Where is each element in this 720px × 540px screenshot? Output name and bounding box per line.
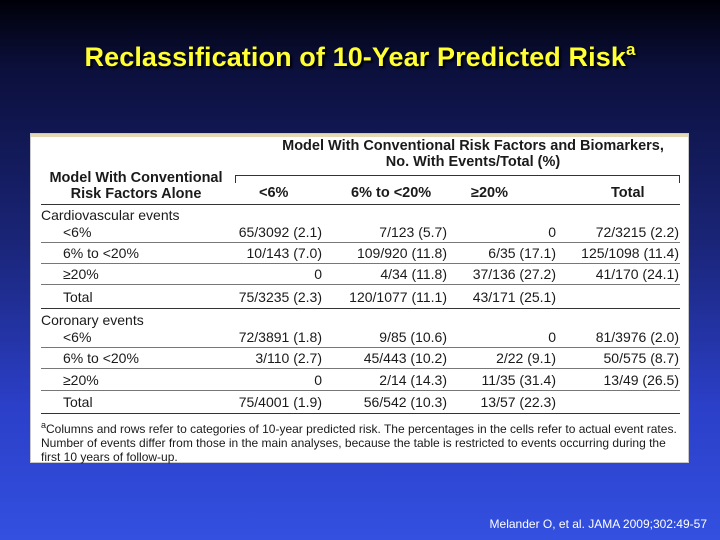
row-rule: [41, 263, 680, 264]
table-cell: 75/4001 (1.9): [238, 394, 322, 410]
group-header: Model With Conventional Risk Factors and…: [282, 138, 664, 170]
table-cell: 125/1098 (11.4): [581, 245, 679, 261]
table-cell: 13/49 (26.5): [603, 372, 680, 388]
table-cell: 2/14 (14.3): [379, 372, 447, 388]
table-cell: 0: [548, 224, 556, 240]
table-cell: 4/34 (11.8): [380, 266, 447, 282]
section-rule: [41, 308, 680, 309]
row-rule: [41, 347, 680, 348]
slide-title: Reclassification of 10-Year Predicted Ri…: [84, 40, 636, 72]
table-cell: 41/170 (24.1): [595, 266, 679, 282]
section-title: Cardiovascular events: [41, 207, 180, 223]
table-cell: 72/3215 (2.2): [595, 224, 679, 240]
card-top-rule: [31, 134, 688, 137]
row-label: ≥20%: [63, 266, 99, 282]
table-cell: 0: [548, 329, 556, 345]
table-bottom-rule: [41, 413, 680, 414]
table-cell: 7/123 (5.7): [379, 224, 447, 240]
citation: Melander O, et al. JAMA 2009;302:49-57: [489, 517, 707, 531]
table-cell: 13/57 (22.3): [480, 394, 557, 410]
table-cell: 3/110 (2.7): [255, 350, 322, 366]
row-label: 6% to <20%: [63, 350, 139, 366]
table-cell: 81/3976 (2.0): [595, 329, 679, 345]
table-cell: 9/85 (10.6): [379, 329, 447, 345]
table-cell: 43/171 (25.1): [472, 289, 556, 305]
table-cell: 56/542 (10.3): [363, 394, 447, 410]
table-cell: 10/143 (7.0): [246, 245, 323, 261]
table-cell: 120/1077 (11.1): [349, 289, 447, 305]
header-rule: [41, 204, 680, 205]
row-label: ≥20%: [63, 372, 99, 388]
row-label: Total: [63, 394, 93, 410]
table-cell: 45/443 (10.2): [363, 350, 447, 366]
row-rule: [41, 390, 680, 391]
row-header: Model With Conventional Risk Factors Alo…: [49, 170, 223, 202]
table-cell: 109/920 (11.8): [356, 245, 447, 261]
section-title: Coronary events: [41, 312, 144, 328]
column-group-bracket: [235, 175, 680, 183]
table-cell: 37/136 (27.2): [472, 266, 556, 282]
column-header-ge20: ≥20%: [471, 185, 508, 201]
table-cell: 6/35 (17.1): [488, 245, 556, 261]
table-cell: 72/3891 (1.8): [238, 329, 322, 345]
table-cell: 65/3092 (2.1): [238, 224, 322, 240]
footnote: aColumns and rows refer to categories of…: [41, 420, 677, 464]
table-cell: 11/35 (31.4): [481, 372, 556, 388]
column-header-total: Total: [611, 185, 645, 201]
table-cell: 0: [314, 372, 322, 388]
row-label: <6%: [63, 224, 92, 240]
column-header-6to20: 6% to <20%: [351, 185, 432, 201]
row-label: <6%: [63, 329, 92, 345]
table-cell: 75/3235 (2.3): [238, 289, 322, 305]
row-rule: [41, 284, 680, 285]
row-label: 6% to <20%: [63, 245, 139, 261]
column-header-lt6: <6%: [259, 185, 289, 201]
table-cell: 50/575 (8.7): [603, 350, 680, 366]
table-cell: 0: [314, 266, 322, 282]
table-card: Model With Conventional Risk Factors and…: [30, 133, 689, 464]
row-rule: [41, 242, 680, 243]
row-label: Total: [63, 289, 93, 305]
row-rule: [41, 368, 680, 369]
table-cell: 2/22 (9.1): [496, 350, 556, 366]
